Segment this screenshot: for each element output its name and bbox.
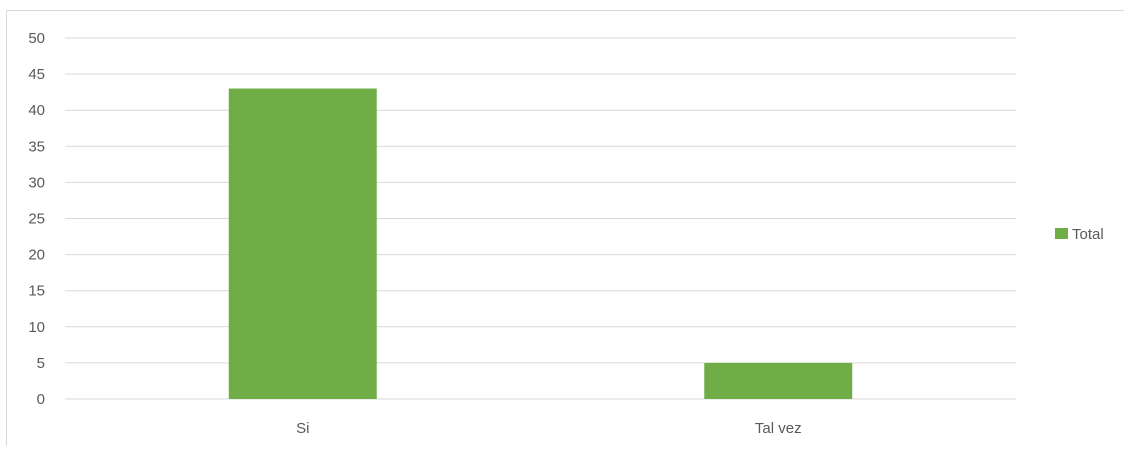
bar-tal-vez: [704, 362, 853, 399]
legend-label-total: Total: [1072, 226, 1104, 243]
y-tick-label-50: 50: [28, 30, 45, 47]
legend: Total: [1055, 226, 1104, 243]
y-tick-label-20: 20: [28, 247, 45, 264]
x-category-label-tal-vez: Tal vez: [755, 420, 802, 437]
y-tick-label-25: 25: [28, 211, 45, 228]
y-tick-label-15: 15: [28, 283, 45, 300]
y-tick-label-10: 10: [28, 319, 45, 336]
gridlines: [65, 37, 1016, 400]
bars: [228, 88, 853, 399]
legend-swatch-total: [1055, 228, 1068, 239]
bar-si: [228, 88, 377, 399]
y-axis-ticks: 0 5 10 15 20 25 30 35 40 45 50: [28, 30, 45, 408]
x-category-label-si: Si: [296, 420, 309, 437]
x-axis-categories: Si Tal vez: [296, 420, 802, 437]
y-tick-label-0: 0: [37, 391, 45, 408]
y-tick-label-40: 40: [28, 102, 45, 119]
chart-frame: [6, 10, 1124, 446]
y-tick-label-35: 35: [28, 138, 45, 155]
y-tick-label-45: 45: [28, 66, 45, 83]
y-tick-label-30: 30: [28, 174, 45, 191]
y-tick-label-5: 5: [37, 355, 45, 372]
